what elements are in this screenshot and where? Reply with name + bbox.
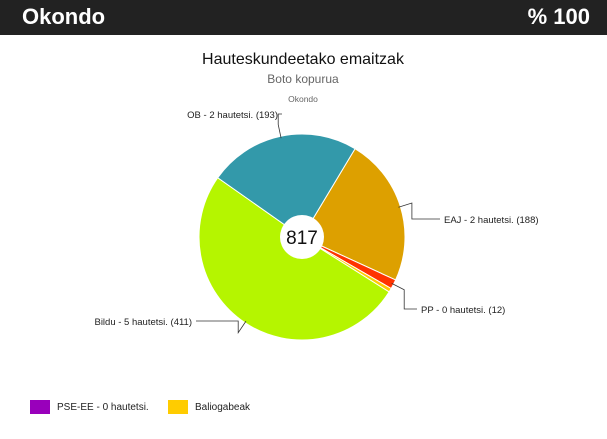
legend-swatch-baliogabeak (168, 400, 188, 414)
pie-slices (198, 133, 406, 341)
connector-ob (277, 113, 282, 139)
municipality-title: Okondo (22, 4, 106, 29)
legend-label-pse-ee: PSE-EE - 0 hautetsi. (57, 402, 149, 413)
chart-legend: PSE-EE - 0 hautetsi. Baliogabeak (30, 400, 590, 418)
connector-eaj (398, 202, 440, 220)
slice-label-bildu: Bildu - 5 hautetsi. (411) (94, 317, 192, 328)
counted-percent: % 100 (527, 4, 590, 29)
slice-label-ob: OB - 2 hautetsi. (193) (187, 110, 278, 121)
center-hole (280, 215, 324, 259)
slice-label-eaj: EAJ - 2 hautetsi. (188) (444, 215, 539, 226)
slice-label-pp: PP - 0 hautetsi. (12) (421, 305, 505, 316)
connector-pp (391, 283, 417, 310)
chart-caption: Okondo (288, 94, 318, 104)
chart-title: Hauteskundeetako emaitzak (202, 51, 405, 68)
label-connectors (196, 113, 440, 335)
slice-labels: EAJ - 2 hautetsi. (188) PP - 0 hautetsi. … (94, 110, 538, 328)
legend-swatch-pse-ee (30, 400, 50, 414)
center-total-label: 817 (286, 228, 318, 249)
legend-label-baliogabeak: Baliogabeak (195, 402, 251, 413)
chart-subtitle: Boto kopurua (267, 72, 339, 86)
header-bar: Okondo % 100 (0, 0, 607, 35)
connector-bildu (196, 320, 247, 335)
